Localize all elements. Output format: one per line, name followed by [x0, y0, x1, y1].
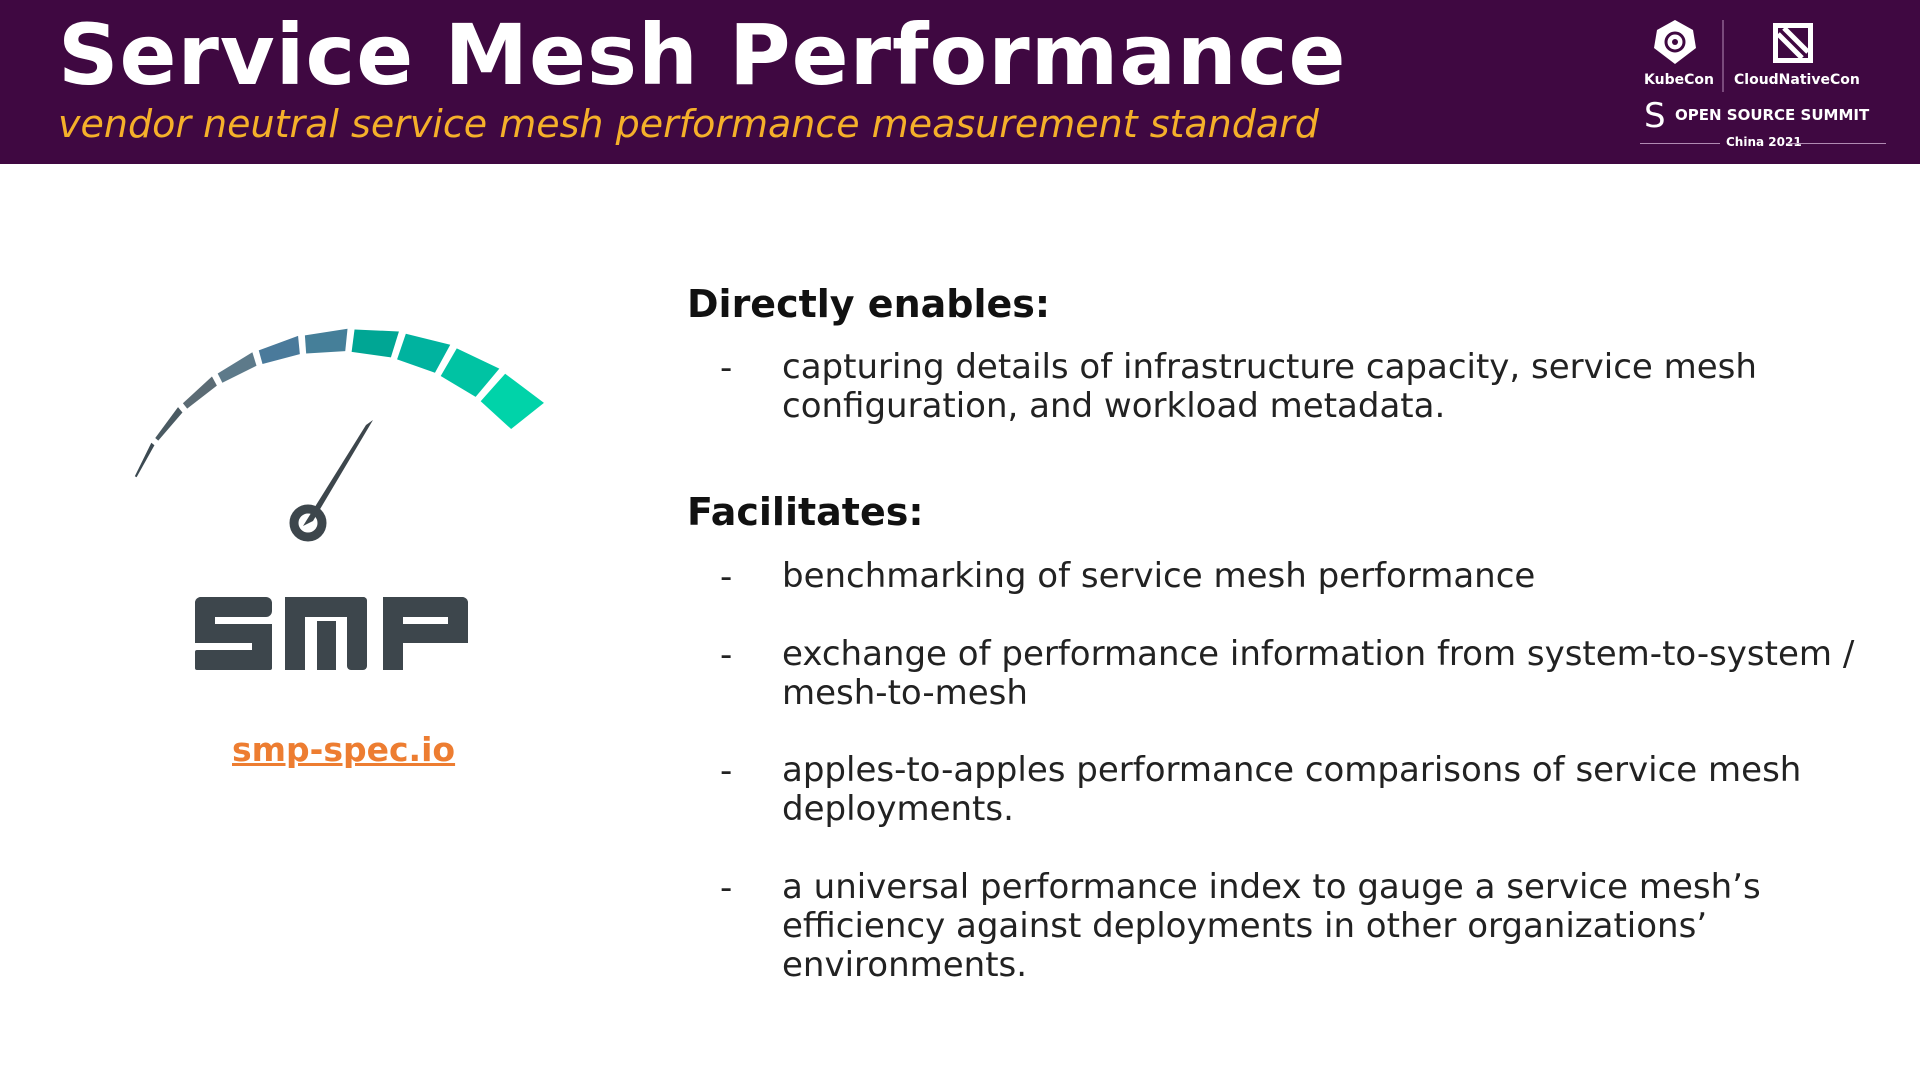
bullet-dash: -	[720, 557, 733, 597]
slide-header: Service Mesh Performance vendor neutral …	[0, 0, 1920, 164]
gauge-segment	[351, 329, 399, 358]
facilitates-item: exchange of performance information from…	[782, 634, 1855, 713]
gauge-segment	[397, 333, 451, 373]
smp-logo-wordmark	[195, 597, 468, 670]
gauge-segment	[440, 348, 500, 397]
bullet-dash: -	[720, 751, 733, 791]
gauge-segment	[480, 373, 544, 430]
smp-spec-link[interactable]: smp-spec.io	[232, 730, 456, 769]
gauge-segment	[155, 407, 183, 441]
facilitates-item: a universal performance index to gauge a…	[782, 867, 1761, 985]
slide-title: Service Mesh Performance	[58, 6, 1347, 104]
directly-item: capturing details of infrastructure capa…	[782, 347, 1757, 426]
oss-label: OPEN SOURCE SUMMIT	[1675, 106, 1870, 124]
facilitates-heading: Facilitates:	[687, 490, 924, 534]
bullet-dash: -	[720, 635, 733, 675]
gauge-segment	[217, 352, 257, 383]
gauge-segment	[182, 376, 217, 409]
edition-label: China 2021	[1726, 135, 1802, 149]
logo-line-left	[1640, 143, 1720, 144]
oss-s-icon: S	[1644, 96, 1666, 136]
facilitates-item: apples-to-apples performance comparisons…	[782, 750, 1802, 829]
directly-enables-heading: Directly enables:	[687, 282, 1051, 326]
logo-line-right	[1786, 143, 1886, 144]
cloudnativecon-logo-icon	[1773, 23, 1813, 63]
gauge-arc	[134, 328, 544, 478]
gauge-segment	[304, 328, 348, 354]
logo-divider	[1722, 20, 1724, 92]
facilitates-item: benchmarking of service mesh performance	[782, 556, 1536, 596]
gauge-needle	[303, 420, 373, 526]
smp-gauge-logo	[134, 328, 544, 670]
cloudnativecon-label: CloudNativeCon	[1734, 72, 1860, 88]
gauge-segment	[134, 442, 155, 478]
gauge-segment	[258, 335, 300, 365]
kubecon-logo-icon	[1654, 20, 1696, 64]
kubecon-label: KubeCon	[1644, 72, 1714, 88]
bullet-dash: -	[720, 348, 733, 388]
event-logos: KubeCon CloudNativeCon S OPEN SOURCE SUM…	[1630, 14, 1920, 154]
gauge-pivot	[289, 504, 327, 542]
slide-subtitle: vendor neutral service mesh performance …	[58, 102, 1319, 146]
bullet-dash: -	[720, 868, 733, 908]
